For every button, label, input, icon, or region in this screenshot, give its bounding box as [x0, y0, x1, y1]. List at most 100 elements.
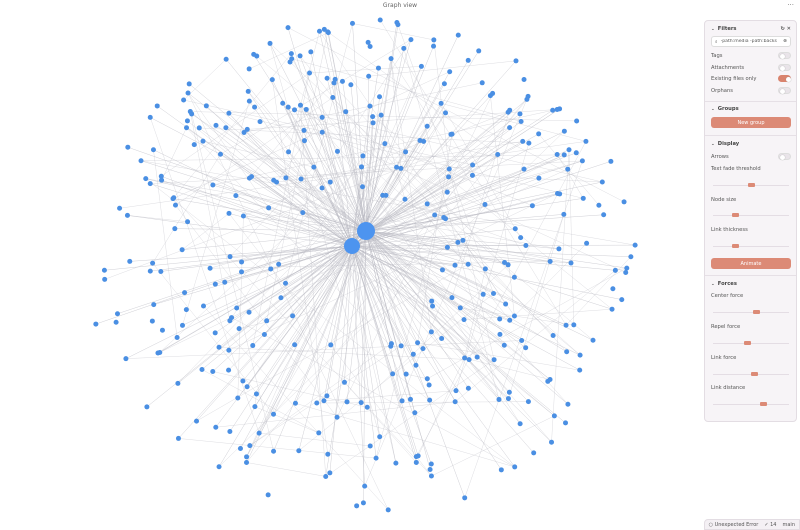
graph-node[interactable]: [359, 184, 365, 190]
graph-node[interactable]: [179, 247, 185, 253]
graph-node[interactable]: [501, 342, 507, 348]
graph-node[interactable]: [283, 175, 289, 181]
error-status[interactable]: ○ Unexpected Error: [708, 521, 759, 528]
graph-node[interactable]: [172, 202, 178, 208]
graph-node[interactable]: [127, 258, 133, 264]
link-thickness-slider[interactable]: [713, 244, 789, 248]
graph-node[interactable]: [417, 138, 423, 144]
graph-node[interactable]: [377, 434, 383, 440]
graph-node[interactable]: [628, 254, 634, 260]
toggle-orphans[interactable]: Orphans: [711, 86, 791, 95]
graph-node[interactable]: [462, 495, 468, 501]
graph-node[interactable]: [370, 114, 376, 120]
forces-header[interactable]: ⌄ Forces: [711, 280, 737, 287]
graph-node[interactable]: [362, 483, 368, 489]
graph-node[interactable]: [427, 467, 433, 473]
graph-node[interactable]: [521, 166, 527, 172]
graph-node[interactable]: [518, 119, 524, 125]
graph-node[interactable]: [233, 193, 239, 199]
graph-node[interactable]: [438, 100, 444, 106]
graph-node[interactable]: [244, 459, 250, 465]
graph-node[interactable]: [480, 291, 486, 297]
graph-node[interactable]: [566, 147, 572, 153]
graph-node[interactable]: [424, 201, 430, 207]
graph-node[interactable]: [561, 128, 567, 134]
graph-node[interactable]: [505, 262, 511, 268]
graph-node[interactable]: [199, 367, 205, 373]
graph-node[interactable]: [407, 396, 413, 402]
graph-node[interactable]: [226, 347, 232, 353]
toggle-switch[interactable]: [778, 75, 791, 82]
graph-node[interactable]: [536, 175, 542, 181]
graph-node[interactable]: [521, 77, 527, 83]
graph-node[interactable]: [609, 306, 615, 312]
graph-node[interactable]: [563, 420, 569, 426]
graph-node[interactable]: [271, 177, 277, 183]
graph-node[interactable]: [323, 473, 329, 479]
graph-node[interactable]: [366, 73, 372, 79]
graph-node[interactable]: [158, 269, 164, 275]
graph-node[interactable]: [227, 429, 233, 435]
graph-node[interactable]: [159, 327, 165, 333]
graph-node[interactable]: [513, 58, 519, 64]
graph-node[interactable]: [307, 70, 313, 76]
graph-node[interactable]: [561, 211, 567, 217]
graph-node[interactable]: [577, 367, 583, 373]
graph-node[interactable]: [300, 210, 306, 216]
graph-node[interactable]: [455, 32, 461, 38]
graph-node[interactable]: [380, 192, 386, 198]
graph-node[interactable]: [324, 393, 330, 399]
graph-node[interactable]: [507, 317, 513, 323]
graph-node[interactable]: [331, 80, 337, 86]
slider-thumb[interactable]: [732, 244, 740, 248]
graph-node[interactable]: [319, 129, 325, 135]
graph-node[interactable]: [344, 399, 350, 405]
graph-node[interactable]: [476, 48, 482, 54]
graph-node[interactable]: [227, 318, 233, 324]
graph-node[interactable]: [244, 126, 250, 132]
graph-node[interactable]: [584, 240, 590, 246]
graph-node[interactable]: [186, 81, 192, 87]
graph-node[interactable]: [184, 125, 190, 131]
graph-node[interactable]: [191, 142, 197, 148]
graph-node[interactable]: [512, 226, 518, 232]
graph-node[interactable]: [289, 56, 295, 62]
graph-node[interactable]: [316, 430, 322, 436]
graph-node[interactable]: [276, 261, 282, 267]
graph-node[interactable]: [266, 205, 272, 211]
graph-node[interactable]: [529, 203, 535, 209]
graph-node[interactable]: [402, 196, 408, 202]
graph-node[interactable]: [244, 454, 250, 460]
graph-node[interactable]: [253, 391, 259, 397]
graph-node[interactable]: [415, 453, 421, 459]
search-input[interactable]: ⌕ -path:media -path:backs ⊗: [711, 36, 791, 47]
graph-node[interactable]: [577, 352, 583, 358]
slider-thumb[interactable]: [752, 310, 760, 314]
graph-node[interactable]: [490, 90, 496, 96]
graph-node[interactable]: [398, 165, 404, 171]
graph-node[interactable]: [149, 318, 155, 324]
graph-node[interactable]: [382, 141, 388, 147]
graph-node[interactable]: [441, 81, 447, 87]
graph-node[interactable]: [503, 301, 509, 307]
graph-node[interactable]: [250, 343, 256, 349]
graph-node[interactable]: [550, 332, 556, 338]
graph-node[interactable]: [573, 150, 579, 156]
graph-node[interactable]: [212, 281, 218, 287]
graph-node[interactable]: [267, 40, 273, 46]
graph-node[interactable]: [265, 492, 271, 498]
graph-node[interactable]: [236, 326, 242, 332]
graph-node[interactable]: [360, 500, 366, 506]
graph-node[interactable]: [455, 239, 461, 245]
graph-node[interactable]: [564, 349, 570, 355]
graph-node[interactable]: [324, 75, 330, 81]
graph-node[interactable]: [296, 448, 302, 454]
graph-node[interactable]: [301, 138, 307, 144]
graph-node[interactable]: [446, 166, 452, 172]
graph-node[interactable]: [441, 214, 447, 220]
graph-node[interactable]: [410, 351, 416, 357]
graph-node[interactable]: [502, 260, 508, 266]
graph-node[interactable]: [344, 238, 360, 254]
graph-node[interactable]: [124, 212, 130, 218]
graph-node[interactable]: [311, 164, 317, 170]
